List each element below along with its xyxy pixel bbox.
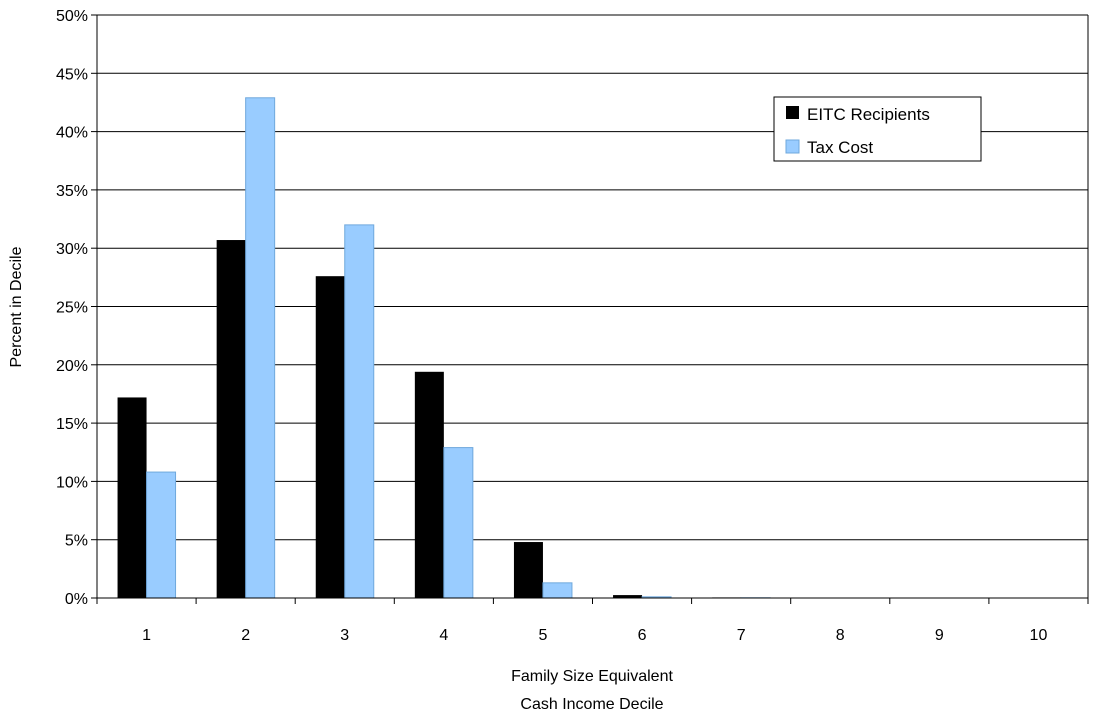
y-tick-label: 35% xyxy=(56,183,88,200)
bar-eitc-recipients-decile-2 xyxy=(216,240,246,598)
y-tick-label: 50% xyxy=(56,8,88,25)
x-tick-label: 5 xyxy=(538,627,547,644)
x-axis-ticks: 1 2 3 4 5 6 7 8 9 10 xyxy=(96,598,1089,644)
x-axis-title-line-1: Family Size Equivalent xyxy=(511,668,673,685)
y-tick-label: 0% xyxy=(65,591,88,608)
bar-tax-cost-decile-1 xyxy=(146,471,177,599)
bar-eitc-recipients-decile-6 xyxy=(613,595,643,598)
bar-eitc-recipients-decile-1 xyxy=(117,397,147,598)
legend-label-eitc-recipients: EITC Recipients xyxy=(807,105,930,124)
x-tick-label: 9 xyxy=(935,627,944,644)
bar-tax-cost-decile-2 xyxy=(245,97,276,599)
x-tick-label: 7 xyxy=(737,627,746,644)
bar-tax-cost-decile-3 xyxy=(344,224,375,599)
x-axis-title-line-2: Cash Income Decile xyxy=(520,696,663,713)
bar-tax-cost-decile-5 xyxy=(542,582,573,599)
x-tick-label: 10 xyxy=(1030,627,1048,644)
y-tick-label: 10% xyxy=(56,474,88,491)
legend-swatch-tax-cost xyxy=(785,139,800,154)
y-axis-ticks: 0% 5% 10% 15% 20% 25% 30% 35% 40% 45% 50% xyxy=(56,8,97,608)
legend-frame xyxy=(773,96,982,162)
legend-label-tax-cost: Tax Cost xyxy=(807,138,873,157)
y-tick-label: 30% xyxy=(56,241,88,258)
bar-eitc-recipients-decile-4 xyxy=(414,371,444,598)
y-tick-label: 40% xyxy=(56,125,88,142)
y-tick-label: 20% xyxy=(56,358,88,375)
x-tick-label: 8 xyxy=(836,627,845,644)
x-tick-label: 2 xyxy=(241,627,250,644)
bars xyxy=(117,97,771,599)
bar-eitc-recipients-decile-3 xyxy=(315,276,345,598)
y-axis-title: Percent in Decile xyxy=(8,246,25,367)
y-tick-label: 45% xyxy=(56,66,88,83)
y-tick-label: 5% xyxy=(65,533,88,550)
y-tick-label: 15% xyxy=(56,416,88,433)
bar-tax-cost-decile-4 xyxy=(443,447,474,599)
x-tick-label: 1 xyxy=(142,627,151,644)
legend-swatch-eitc-recipients xyxy=(786,106,799,119)
bar-eitc-recipients-decile-5 xyxy=(513,542,543,598)
x-tick-label: 6 xyxy=(638,627,647,644)
legend: EITC Recipients Tax Cost xyxy=(773,96,982,162)
x-tick-label: 4 xyxy=(439,627,448,644)
y-tick-label: 25% xyxy=(56,300,88,317)
x-tick-label: 3 xyxy=(340,627,349,644)
